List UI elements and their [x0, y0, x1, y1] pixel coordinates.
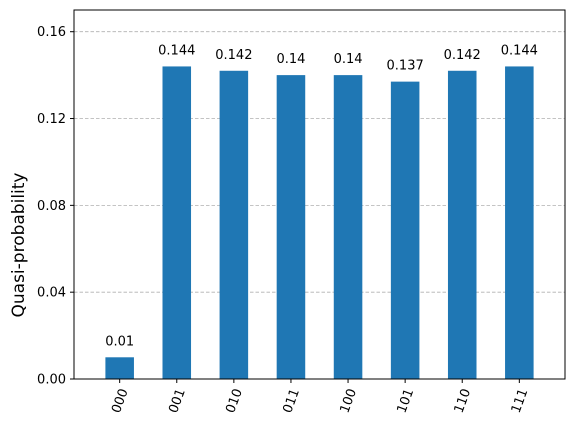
- plot-frame: [73, 9, 566, 380]
- y-tick-label: 0.16: [37, 25, 66, 40]
- bar-000: [105, 357, 134, 379]
- y-tick-label: 0.04: [37, 286, 66, 301]
- value-label-010: 0.142: [215, 48, 252, 63]
- bar-100: [333, 75, 363, 379]
- value-label-000: 0.01: [105, 334, 134, 349]
- x-tick-label-000: 000: [109, 387, 132, 415]
- y-tick-label: 0.08: [37, 199, 66, 214]
- bars-layer: [105, 66, 534, 380]
- bar-101: [390, 81, 420, 380]
- y-ticks-layer: 0.00 0.04 0.08 0.12 0.16: [37, 25, 74, 388]
- value-label-100: 0.14: [334, 52, 363, 67]
- bar-010: [219, 70, 249, 379]
- grid-layer: [74, 31, 565, 293]
- y-axis-label: Quasi-probability: [9, 173, 29, 318]
- x-tick-label-100: 100: [337, 387, 360, 415]
- value-label-111: 0.144: [501, 43, 538, 58]
- value-label-110: 0.142: [444, 48, 481, 63]
- x-ticks-layer: 000 001 010 011 100 101 110 111: [109, 379, 531, 415]
- bar-111: [505, 66, 534, 379]
- bar-001: [162, 66, 192, 379]
- y-tick-label: 0.12: [37, 112, 66, 127]
- value-label-101: 0.137: [387, 59, 424, 74]
- x-tick-label-111: 111: [509, 387, 532, 415]
- x-tick-label-110: 110: [452, 387, 475, 415]
- axes-layer: [73, 9, 566, 380]
- x-tick-label-101: 101: [395, 387, 418, 415]
- x-tick-label-001: 001: [166, 387, 189, 415]
- x-tick-label-010: 010: [223, 387, 246, 415]
- value-label-011: 0.14: [276, 52, 305, 67]
- bar-110: [447, 70, 477, 379]
- y-tick-label: 0.00: [37, 373, 66, 388]
- value-label-001: 0.144: [158, 43, 195, 58]
- x-tick-label-011: 011: [280, 387, 303, 415]
- value-labels-layer: 0.01 0.144 0.142 0.14 0.14 0.137 0.142 0.144: [105, 43, 538, 349]
- bar-011: [276, 75, 306, 379]
